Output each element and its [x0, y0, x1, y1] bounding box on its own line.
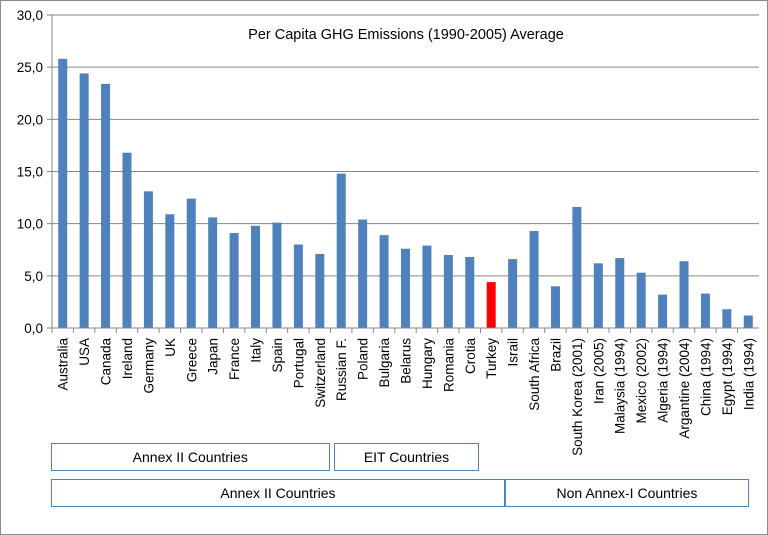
bar	[315, 253, 325, 328]
x-tick-label: Hungary	[420, 338, 435, 389]
bar	[208, 217, 218, 328]
x-tick-label: South Korea (2001)	[570, 338, 585, 456]
bar	[443, 254, 453, 328]
x-tick-label: Brazil	[548, 338, 563, 372]
grid-lines	[52, 14, 759, 277]
x-tick-label: Crotia	[463, 338, 478, 375]
bar	[165, 214, 175, 328]
x-tick-label: Mexico (2002)	[634, 338, 649, 424]
y-tick-label: 25,0	[17, 60, 43, 75]
x-tick-label: Belarus	[399, 338, 414, 384]
bar	[700, 293, 710, 328]
bar	[401, 248, 410, 328]
x-tick-label: Germany	[141, 338, 156, 394]
bar	[358, 219, 368, 328]
x-tick-label: Canada	[99, 338, 114, 386]
x-tick-label: China (1994)	[698, 338, 713, 416]
bar	[122, 152, 132, 328]
bar	[743, 315, 753, 328]
bar	[658, 294, 668, 328]
x-tick-label: Malaysia (1994)	[613, 338, 628, 434]
axes	[47, 14, 759, 333]
x-tick-label: Greece	[184, 338, 199, 382]
bar	[572, 206, 582, 328]
x-tick-label: Turkey	[484, 338, 499, 379]
x-tick-label: Ireland	[120, 338, 135, 379]
bar	[272, 222, 282, 328]
x-tick-label: Portugal	[291, 338, 306, 388]
bar	[465, 257, 475, 328]
bar	[379, 235, 389, 328]
bar	[143, 191, 153, 328]
x-tick-label: Iran (2005)	[591, 338, 606, 404]
bar	[636, 272, 646, 328]
y-tick-label: 5,0	[24, 269, 43, 284]
bars	[58, 58, 753, 328]
bar	[722, 309, 732, 328]
country-group-box: Annex II Countries	[51, 443, 330, 471]
bar	[593, 263, 603, 328]
x-tick-label: India (1994)	[741, 338, 756, 410]
x-tick-label: Poland	[356, 338, 371, 380]
x-tick-label: Israil	[506, 338, 521, 367]
y-tick-label: 15,0	[17, 165, 43, 180]
bar	[529, 230, 539, 328]
x-tick-label: Spain	[270, 338, 285, 373]
x-tick-label: Romania	[441, 338, 456, 393]
x-tick-label: UK	[163, 338, 178, 357]
bar	[101, 83, 111, 328]
bar	[293, 244, 303, 328]
x-tick-labels: Australia USA Canada Ireland Germany UK Greece…	[56, 338, 757, 456]
x-tick-label: Australia	[56, 338, 71, 391]
y-tick-label: 20,0	[17, 112, 43, 127]
bar	[486, 282, 496, 328]
country-group-box: Non Annex-I Countries	[504, 479, 749, 507]
x-tick-label: Argantine (2004)	[677, 338, 692, 439]
x-tick-label: Switzerland	[313, 338, 328, 408]
bar	[58, 58, 68, 328]
x-tick-label: France	[227, 338, 242, 380]
bar	[336, 173, 346, 328]
x-tick-label: USA	[77, 338, 92, 366]
bar	[186, 198, 196, 328]
bar	[550, 286, 560, 328]
chart-title: Per Capita GHG Emissions (1990-2005) Ave…	[248, 27, 564, 43]
y-tick-label: 10,0	[17, 217, 43, 232]
y-tick-label: 30,0	[17, 8, 43, 23]
y-tick-label: 0,0	[24, 321, 43, 336]
y-tick-labels: 0,0 5,0 10,0 15,0 20,0 25,0 30,0	[17, 8, 43, 336]
x-tick-label: Russian F.	[334, 338, 349, 401]
country-group-box: Annex II Countries	[51, 479, 505, 507]
x-tick-label: Algeria (1994)	[656, 338, 671, 423]
x-tick-label: Japan	[206, 338, 221, 375]
x-tick-label: Italy	[249, 338, 264, 363]
bar	[422, 245, 432, 328]
country-group-box: EIT Countries	[333, 443, 480, 471]
bar	[251, 225, 261, 328]
x-tick-label: Egypt (1994)	[720, 338, 735, 415]
bar	[229, 233, 239, 328]
bar	[79, 73, 89, 328]
x-tick-label: Bulgaria	[377, 338, 392, 388]
bar	[615, 258, 625, 328]
bar	[508, 259, 518, 328]
x-tick-label: South Africa	[527, 338, 542, 411]
bar	[679, 261, 689, 328]
